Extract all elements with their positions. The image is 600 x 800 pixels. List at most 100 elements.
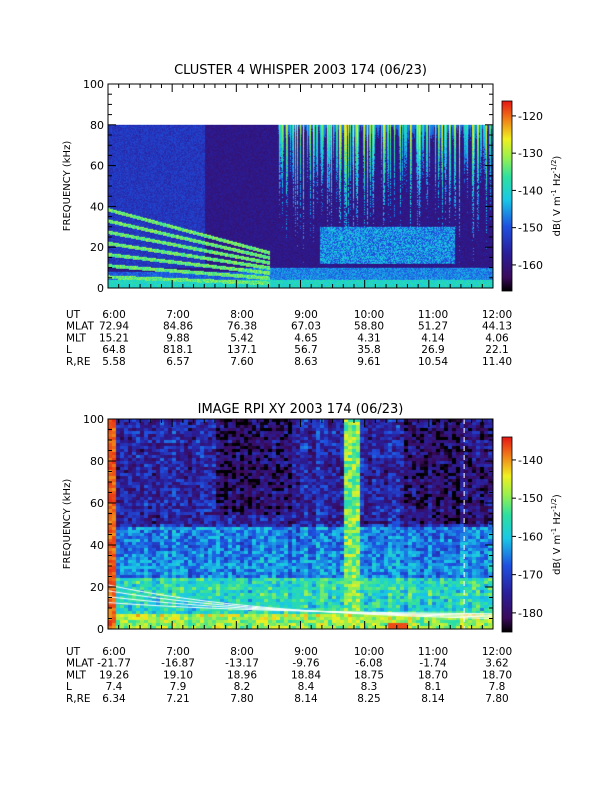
colorbar-label-exponent: -1/2 (550, 160, 558, 174)
colorbar-tick-label: -150 (518, 222, 543, 235)
y-tick-label: 100 (83, 78, 104, 91)
ephemeris-value: 18.70 (418, 669, 448, 681)
ephemeris-value: 18.84 (291, 669, 321, 681)
ephemeris-value: 7.80 (485, 693, 508, 705)
colorbar-label-exponent: -1 (550, 528, 558, 535)
ephemeris-value: 7.8 (489, 681, 506, 693)
ephemeris-value: 5.42 (230, 332, 253, 344)
y-tick-label: 60 (90, 160, 104, 173)
colorbar-label: dB( V m-1 Hz-1/2) (550, 494, 563, 575)
ephemeris-value: 9.61 (357, 356, 380, 368)
colorbar-tick-label: -160 (518, 259, 543, 272)
chart-title: IMAGE RPI XY 2003 174 (06/23) (198, 402, 404, 417)
colorbar (501, 436, 513, 633)
ephemeris-value: 18.70 (482, 669, 512, 681)
y-tick-label: 60 (90, 497, 104, 510)
ephemeris-value: 5.58 (102, 356, 125, 368)
ephemeris-value: 4.65 (294, 332, 317, 344)
y-tick-label: 80 (90, 119, 104, 132)
ephemeris-row-label: MLAT (66, 321, 95, 333)
ephemeris-value: 22.1 (485, 344, 508, 356)
ephemeris-value: 72.94 (99, 321, 129, 333)
y-tick-label: 20 (90, 241, 104, 254)
ephemeris-row-label: MLT (66, 332, 86, 344)
colorbar-label-part: ) (552, 494, 563, 498)
y-tick-label: 40 (90, 539, 104, 552)
colorbar-label-part: ) (552, 156, 563, 160)
ephemeris-value: 10:00 (354, 309, 384, 321)
colorbar-tick-label: -140 (518, 454, 543, 467)
ephemeris-value: 18.96 (227, 669, 257, 681)
ephemeris-value: 7.4 (106, 681, 123, 693)
ephemeris-value: 58.80 (354, 321, 384, 333)
ephemeris-value: 7.60 (230, 356, 253, 368)
ephemeris-value: 8.3 (361, 681, 378, 693)
ephemeris-value: 26.9 (421, 344, 444, 356)
ephemeris-value: 7:00 (166, 646, 190, 658)
ephemeris-value: 137.1 (227, 344, 257, 356)
ephemeris-value: 10.54 (418, 356, 448, 368)
colorbar-tick-label: -170 (518, 569, 543, 582)
ephemeris-value: 8.2 (234, 681, 251, 693)
ephemeris-value: 6.34 (102, 693, 126, 705)
colorbar-label-exponent: -1 (550, 189, 558, 196)
ephemeris-value: 19.26 (99, 669, 129, 681)
ephemeris-value: 9.88 (166, 332, 189, 344)
spectrogram-image (108, 419, 493, 629)
ephemeris-value: 3.62 (485, 658, 508, 670)
ephemeris-value: 56.7 (294, 344, 317, 356)
ephemeris-value: -21.77 (97, 658, 131, 670)
ephemeris-row-label: UT (66, 309, 81, 321)
ephemeris-value: 8.1 (425, 681, 442, 693)
panel-image-rpi: IMAGE RPI XY 2003 174 (06/23) 0 20 40 60 80 10… (62, 402, 563, 705)
ephemeris-value: 6.57 (166, 356, 189, 368)
y-tick-label: 20 (90, 581, 104, 594)
ephemeris-value: 8:00 (230, 646, 254, 658)
colorbar-label-exponent: -1/2 (550, 498, 558, 512)
ephemeris-value: 6:00 (102, 309, 126, 321)
ephemeris-row-label: L (66, 344, 72, 356)
ephemeris-row-label: R,RE (66, 693, 91, 705)
y-tick-label: 80 (90, 455, 104, 468)
ephemeris-value: 9:00 (294, 646, 318, 658)
ephemeris-value: 12:00 (482, 646, 512, 658)
ephemeris-value: 818.1 (163, 344, 193, 356)
ephemeris-value: 64.8 (102, 344, 125, 356)
y-tick-label: 100 (83, 413, 104, 426)
colorbar-label-part: dB( V m (552, 535, 563, 575)
ephemeris-value: 12:00 (482, 309, 512, 321)
ephemeris-value: -9.76 (292, 658, 319, 670)
ephemeris-value: 10:00 (354, 646, 384, 658)
ephemeris-value: 67.03 (291, 321, 321, 333)
colorbar-tick-label: -120 (518, 110, 543, 123)
spectrogram-image (108, 124, 493, 288)
ephemeris-value: 4.14 (421, 332, 445, 344)
ephemeris-value: -16.87 (161, 658, 195, 670)
ephemeris-value: 4.06 (485, 332, 509, 344)
ephemeris-value: 6:00 (102, 646, 126, 658)
ephemeris-value: 11:00 (418, 309, 448, 321)
colorbar-tick-label: -130 (518, 147, 543, 160)
ephemeris-value: 8.63 (294, 356, 317, 368)
colorbar (501, 100, 513, 292)
y-tick-label: 40 (90, 200, 104, 213)
ephemeris-value: 44.13 (482, 321, 512, 333)
ephemeris-value: 7.80 (230, 693, 253, 705)
ephemeris-value: -13.17 (225, 658, 259, 670)
ephemeris-value: 35.8 (357, 344, 380, 356)
colorbar-label-part: Hz (552, 173, 563, 189)
colorbar-label-part: dB( V m (552, 196, 563, 236)
ephemeris-value: 8:00 (230, 309, 254, 321)
ephemeris-value: 51.27 (418, 321, 448, 333)
ephemeris-row-label: UT (66, 646, 81, 658)
colorbar-tick-label: -150 (518, 492, 543, 505)
ephemeris-value: -6.08 (355, 658, 382, 670)
ephemeris-value: 84.86 (163, 321, 193, 333)
ephemeris-value: 11:00 (418, 646, 448, 658)
ephemeris-row-label: L (66, 681, 72, 693)
ephemeris-row-label: MLAT (66, 658, 95, 670)
ephemeris-value: 4.31 (357, 332, 380, 344)
ephemeris-value: 7.9 (170, 681, 187, 693)
ephemeris-value: 19.10 (163, 669, 193, 681)
